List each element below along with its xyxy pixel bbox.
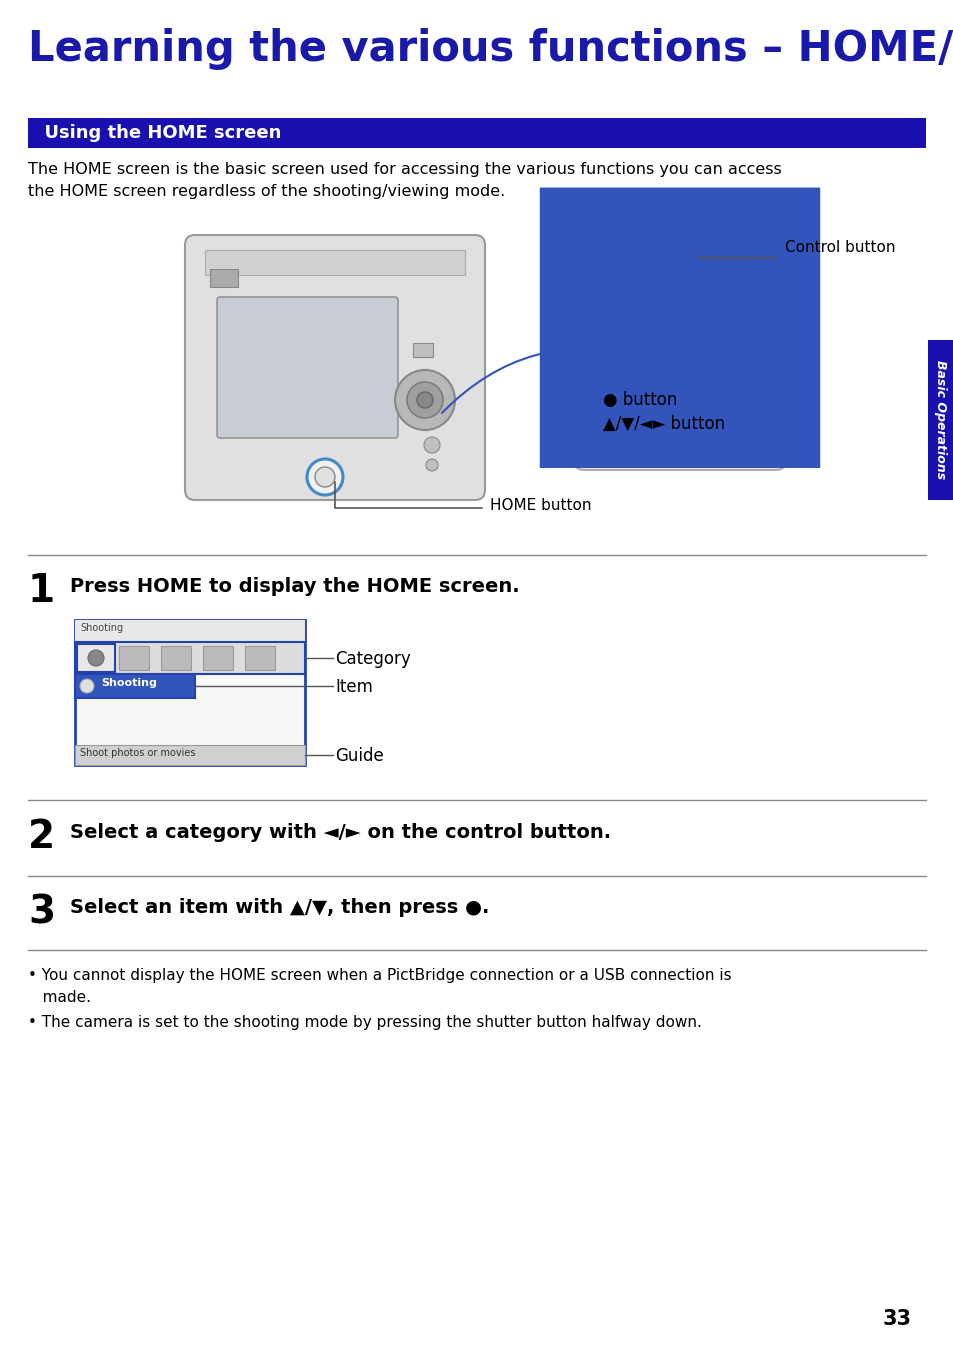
Bar — [75, 745, 305, 765]
Circle shape — [661, 309, 698, 346]
FancyBboxPatch shape — [216, 297, 397, 438]
Text: Select a category with ◄/► on the control button.: Select a category with ◄/► on the contro… — [70, 822, 611, 841]
Text: Press HOME to display the HOME screen.: Press HOME to display the HOME screen. — [70, 577, 519, 596]
Text: 3: 3 — [28, 893, 55, 931]
Bar — [75, 674, 194, 697]
Text: Select an item with ▲/▼, then press ●.: Select an item with ▲/▼, then press ●. — [70, 898, 489, 917]
Circle shape — [314, 467, 335, 487]
Text: Guide: Guide — [335, 746, 383, 765]
Text: • You cannot display the HOME screen when a PictBridge connection or a USB conne: • You cannot display the HOME screen whe… — [28, 968, 731, 1004]
Text: Control button: Control button — [784, 240, 895, 255]
Circle shape — [307, 459, 343, 495]
Text: Item: Item — [335, 678, 373, 696]
Bar — [210, 269, 237, 286]
Bar — [28, 118, 925, 148]
Circle shape — [407, 383, 442, 418]
Circle shape — [670, 319, 688, 337]
Circle shape — [88, 650, 104, 666]
Bar — [119, 646, 149, 670]
Circle shape — [643, 292, 716, 364]
Circle shape — [627, 275, 731, 380]
Circle shape — [395, 370, 455, 430]
Bar — [75, 620, 305, 642]
Circle shape — [80, 678, 94, 693]
Text: Shooting: Shooting — [101, 678, 156, 688]
Text: • The camera is set to the shooting mode by pressing the shutter button halfway : • The camera is set to the shooting mode… — [28, 1015, 701, 1030]
Circle shape — [416, 392, 433, 408]
Bar — [245, 646, 274, 670]
Text: 1: 1 — [28, 573, 55, 611]
Bar — [75, 674, 194, 697]
Circle shape — [423, 437, 439, 453]
Bar — [413, 343, 433, 357]
Text: Using the HOME screen: Using the HOME screen — [32, 123, 281, 142]
Text: The HOME screen is the basic screen used for accessing the various functions you: The HOME screen is the basic screen used… — [28, 161, 781, 198]
Bar — [203, 646, 233, 670]
Text: 2: 2 — [28, 818, 55, 856]
Text: HOME button: HOME button — [490, 498, 591, 513]
Text: Shooting: Shooting — [80, 623, 123, 632]
FancyBboxPatch shape — [185, 235, 484, 499]
Text: Basic Operations: Basic Operations — [934, 361, 946, 479]
Text: Category: Category — [335, 650, 411, 668]
Text: 33: 33 — [882, 1310, 911, 1329]
FancyBboxPatch shape — [573, 236, 786, 470]
Circle shape — [426, 459, 437, 471]
Bar — [205, 250, 464, 275]
Bar — [75, 642, 305, 674]
Bar — [77, 645, 115, 672]
Bar — [161, 646, 191, 670]
Text: ● button: ● button — [602, 391, 677, 408]
Text: ▲/▼/◄► button: ▲/▼/◄► button — [602, 415, 724, 433]
Text: Shoot photos or movies: Shoot photos or movies — [80, 748, 195, 759]
Bar — [75, 620, 305, 765]
Bar — [927, 341, 953, 499]
Text: Learning the various functions – HOME/Menu: Learning the various functions – HOME/Me… — [28, 28, 953, 71]
